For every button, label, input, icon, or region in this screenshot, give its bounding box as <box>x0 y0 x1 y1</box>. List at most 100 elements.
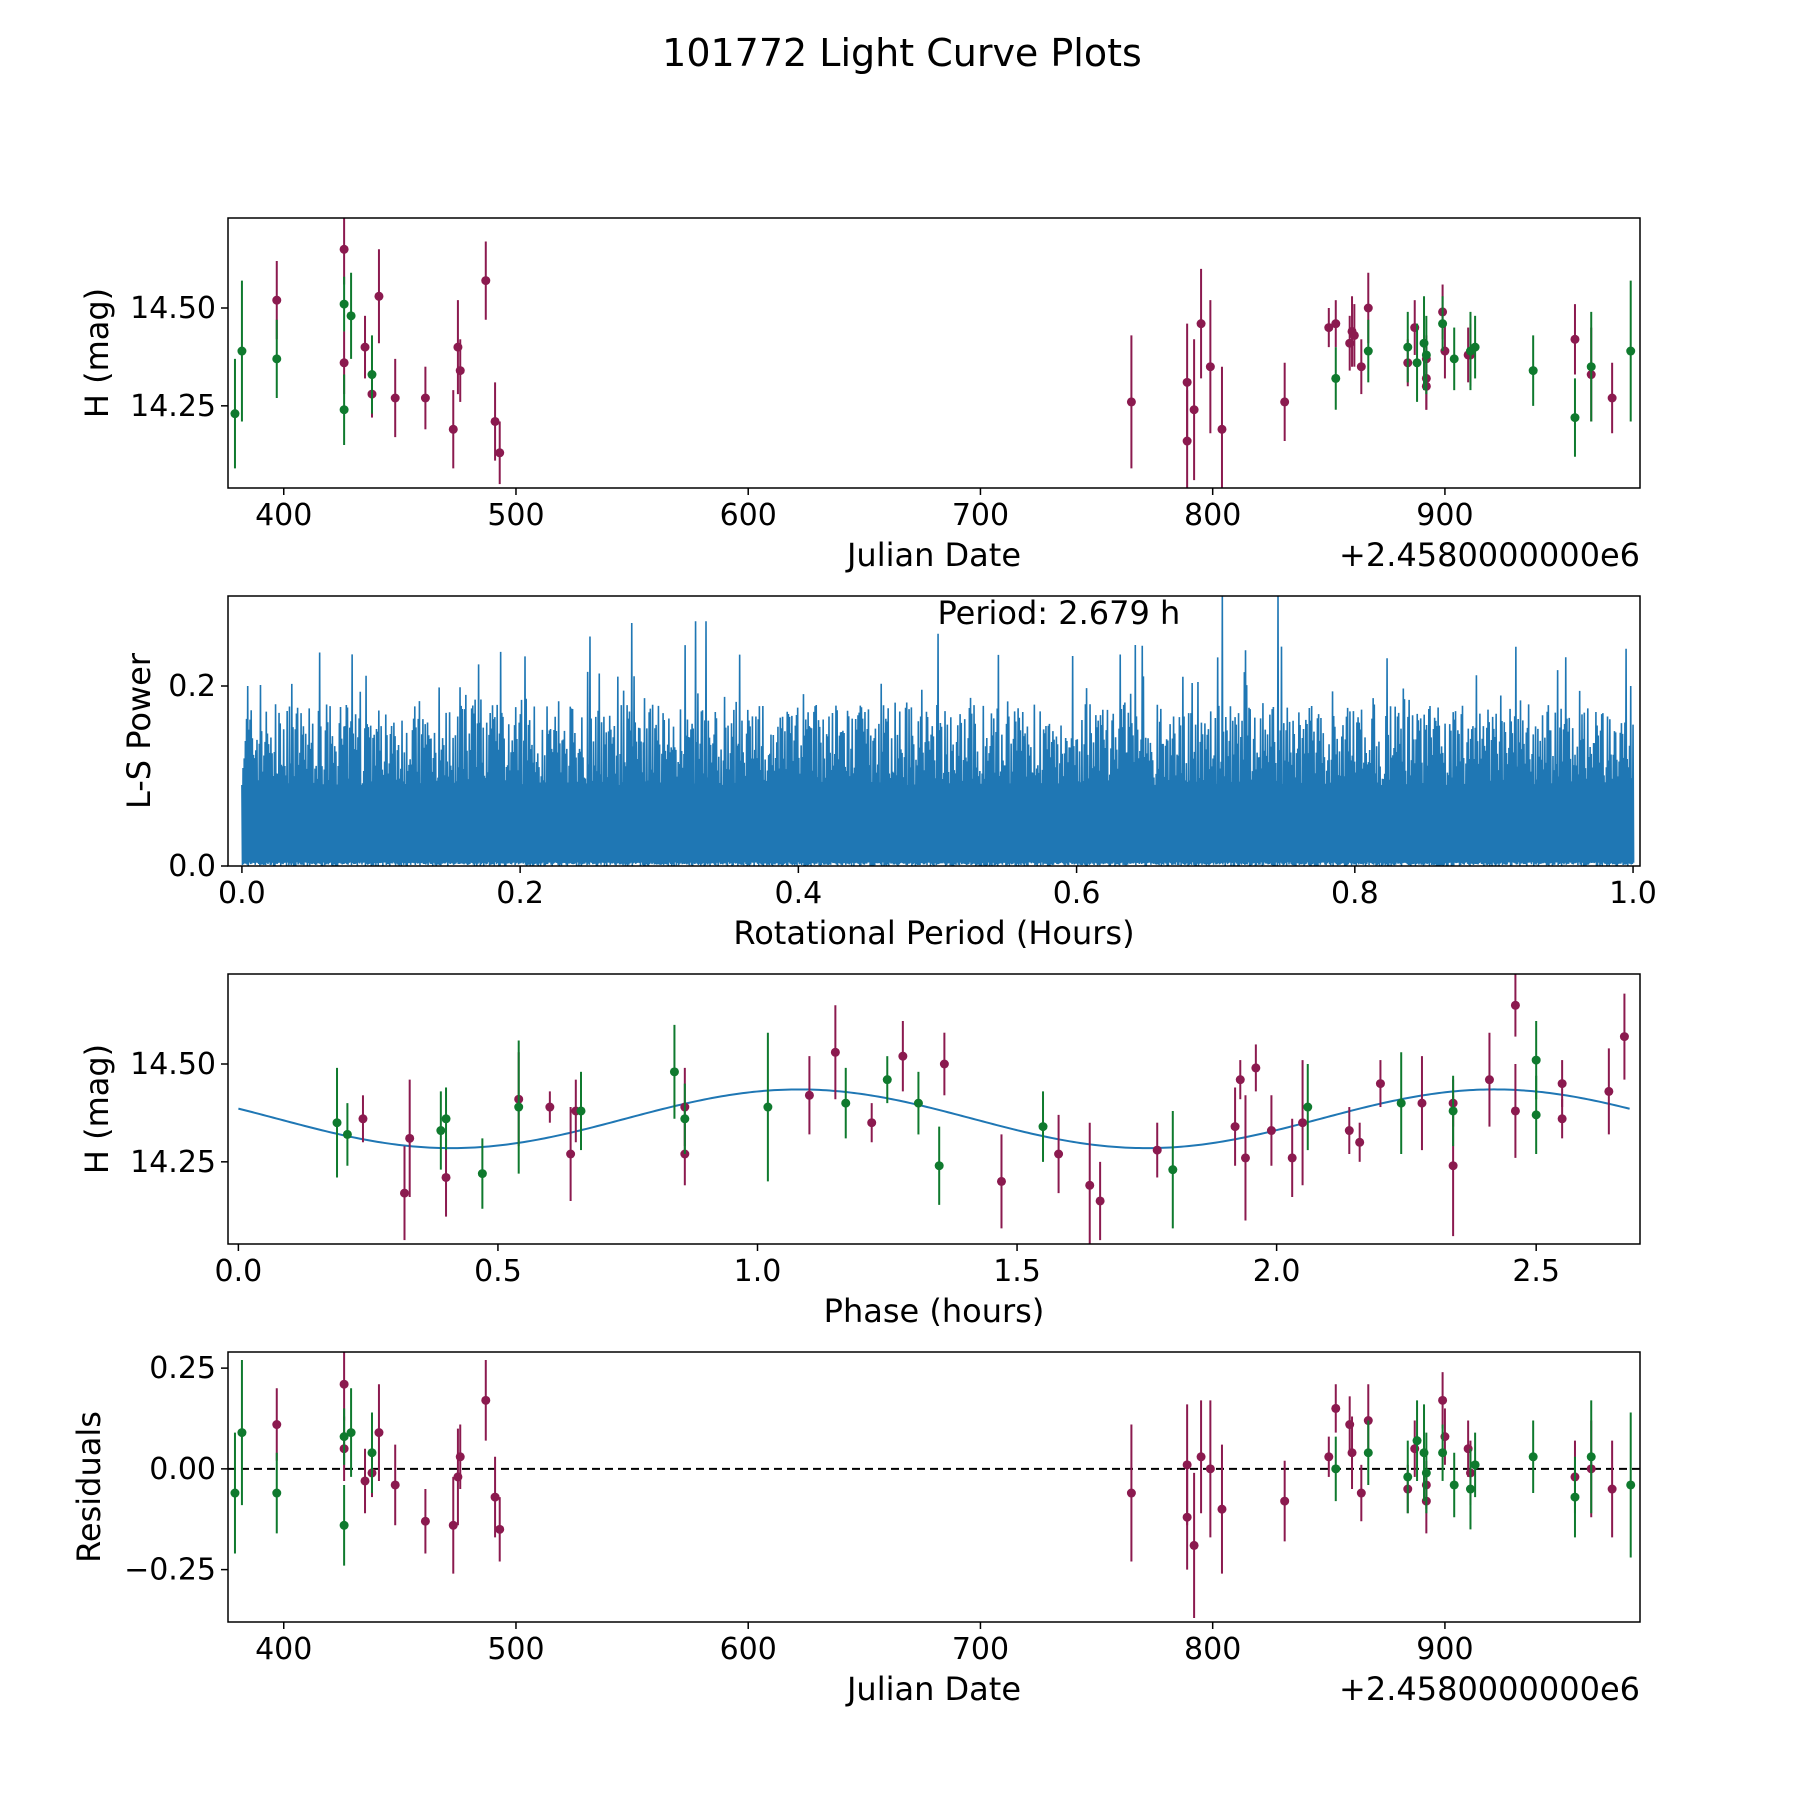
plot-frame <box>227 973 1641 1245</box>
y-axis-label: H (mag) <box>78 288 116 418</box>
data-point <box>898 1051 908 1061</box>
data-point <box>1217 1504 1227 1514</box>
data-point <box>669 1067 679 1077</box>
data-point <box>367 1448 377 1458</box>
data-point <box>441 1172 451 1182</box>
data-point <box>1324 323 1334 333</box>
y-tick-label: 14.50 <box>130 291 216 326</box>
data-point <box>680 1114 690 1124</box>
x-tick-label: 0.0 <box>218 876 266 911</box>
data-point <box>1205 1464 1215 1474</box>
y-tick-label: 14.25 <box>130 1145 216 1180</box>
x-tick-label: 0.0 <box>215 1254 263 1289</box>
data-point <box>1412 1436 1422 1446</box>
data-point <box>339 1520 349 1530</box>
data-point <box>1347 1448 1357 1458</box>
data-point <box>1126 397 1136 407</box>
data-point <box>1230 1122 1240 1132</box>
x-tick-label: 400 <box>255 1632 312 1667</box>
data-point <box>545 1102 555 1112</box>
data-point <box>390 1480 400 1490</box>
data-point <box>490 416 500 426</box>
data-point <box>342 1129 352 1139</box>
data-point <box>1355 1137 1365 1147</box>
x-tick-label: 900 <box>1416 498 1473 533</box>
data-point <box>272 354 282 364</box>
data-point <box>939 1059 949 1069</box>
series-red <box>358 974 1629 1244</box>
data-point <box>339 244 349 254</box>
y-tick-label: −0.25 <box>124 1553 216 1588</box>
x-offset-text: +2.4580000000e6 <box>1339 536 1640 574</box>
data-point <box>441 1114 451 1124</box>
data-point <box>1421 350 1431 360</box>
data-point <box>1054 1149 1064 1159</box>
data-point <box>1528 1452 1538 1462</box>
data-point <box>1235 1075 1245 1085</box>
x-tick-label: 700 <box>952 1632 1009 1667</box>
data-point <box>1331 373 1341 383</box>
data-point <box>272 1420 282 1430</box>
x-tick-label: 2.0 <box>1253 1254 1301 1289</box>
x-tick-label: 600 <box>720 1632 777 1667</box>
data-point <box>346 311 356 321</box>
data-point <box>1396 1098 1406 1108</box>
data-point <box>1168 1165 1178 1175</box>
data-point <box>1570 1492 1580 1502</box>
data-point <box>1510 1106 1520 1116</box>
data-point <box>1465 1484 1475 1494</box>
subplot-residuals: 400 500 600 700 800 900 −0.25 0.00 0.25 Julian Da… <box>70 1351 1641 1708</box>
x-tick-label: 400 <box>255 498 312 533</box>
plot-frame <box>227 1351 1641 1623</box>
data-point <box>339 1379 349 1389</box>
x-tick-label: 1.0 <box>1609 876 1657 911</box>
y-axis-label: H (mag) <box>78 1044 116 1174</box>
data-point <box>1331 319 1341 329</box>
data-point <box>481 1395 491 1405</box>
data-point <box>1189 1540 1199 1550</box>
data-point <box>1438 319 1448 329</box>
x-axis-label: Julian Date <box>845 536 1021 574</box>
data-point <box>1287 1153 1297 1163</box>
data-point <box>830 1047 840 1057</box>
data-point <box>1298 1118 1308 1128</box>
data-point <box>1528 366 1538 376</box>
data-point <box>237 346 247 356</box>
plot-area-periodogram <box>241 596 1635 866</box>
data-point <box>934 1161 944 1171</box>
data-point <box>1449 354 1459 364</box>
data-point <box>332 1118 342 1128</box>
data-point <box>1266 1126 1276 1136</box>
series-green <box>332 1020 1541 1229</box>
data-point <box>339 299 349 309</box>
data-point <box>420 1516 430 1526</box>
data-point <box>1449 1480 1459 1490</box>
data-point <box>436 1126 446 1136</box>
data-point <box>1344 1126 1354 1136</box>
data-point <box>1251 1063 1261 1073</box>
data-point <box>1403 342 1413 352</box>
data-point <box>1349 330 1359 340</box>
data-point <box>1412 358 1422 368</box>
data-point <box>1557 1079 1567 1089</box>
x-tick-label: 0.6 <box>1053 876 1101 911</box>
x-tick-label: 0.2 <box>496 876 544 911</box>
data-point <box>1280 397 1290 407</box>
data-point <box>1570 334 1580 344</box>
x-axis-label: Julian Date <box>845 1670 1021 1708</box>
data-point <box>1331 1403 1341 1413</box>
plot-area-residuals <box>228 1352 1640 1618</box>
data-point <box>1375 1079 1385 1089</box>
data-point <box>1126 1488 1136 1498</box>
data-point <box>477 1169 487 1179</box>
data-point <box>1280 1496 1290 1506</box>
data-point <box>1531 1055 1541 1065</box>
data-point <box>455 366 465 376</box>
data-point <box>1586 1452 1596 1462</box>
x-tick-label: 2.5 <box>1512 1254 1560 1289</box>
model-fit-curve <box>238 1088 1630 1150</box>
data-point <box>841 1098 851 1108</box>
data-point <box>495 448 505 458</box>
x-axis-label: Phase (hours) <box>824 1292 1045 1330</box>
